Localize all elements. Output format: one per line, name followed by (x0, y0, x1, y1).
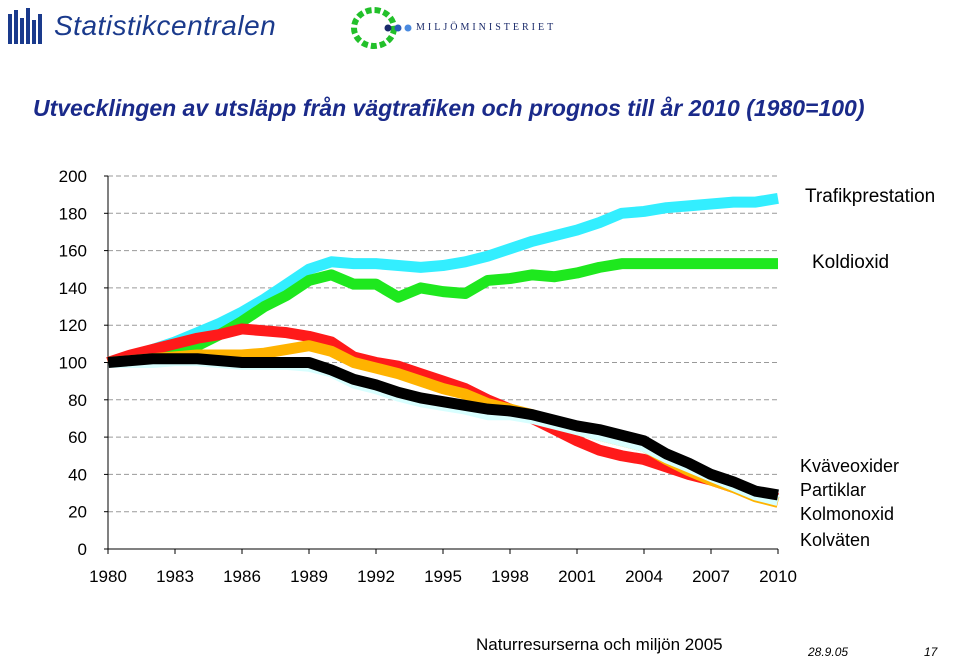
y-tick-label-120: 120 (59, 316, 87, 335)
series-line-kolvaten (107, 353, 779, 501)
x-tick-label-2001: 2001 (558, 567, 596, 586)
slide-date: 28.9.05 (808, 645, 849, 659)
x-tick-label-1989: 1989 (290, 567, 328, 586)
legend-label-koldioxid: Koldioxid (812, 252, 889, 273)
legend-label-kvaveoxider: Kväveoxider (800, 456, 899, 476)
y-tick-label-200: 200 (59, 167, 87, 186)
chart-title: Utvecklingen av utsläpp från vägtrafiken… (33, 95, 865, 121)
x-tick-label-1986: 1986 (223, 567, 261, 586)
legend-label-partiklar: Partiklar (800, 480, 866, 500)
page-number: 17 (924, 645, 938, 659)
y-tick-label-0: 0 (78, 540, 87, 559)
y-tick-label-80: 80 (68, 391, 87, 410)
miljoministeriet-logo: MILJÖMINISTERIET (350, 6, 570, 50)
legend-label-kolvaten: Kolväten (800, 530, 870, 550)
statistikcentralen-logo-icon (6, 8, 44, 46)
series-line-partiklar (107, 340, 780, 508)
series-line-koldioxid (107, 258, 778, 368)
x-tick-label-1992: 1992 (357, 567, 395, 586)
x-tick-label-1980: 1980 (89, 567, 127, 586)
y-tick-label-160: 160 (59, 242, 87, 261)
series-line-trafikprestation (106, 192, 779, 368)
x-tick-label-1998: 1998 (491, 567, 529, 586)
legend-label-kolmonoxid: Kolmonoxid (800, 504, 894, 524)
x-tick-label-2010: 2010 (759, 567, 797, 586)
y-tick-label-40: 40 (68, 465, 87, 484)
x-tick-label-2007: 2007 (692, 567, 730, 586)
series-line-kvaveoxider (106, 323, 779, 505)
source-footer: Naturresurserna och miljön 2005 (476, 635, 723, 654)
x-tick-label-1983: 1983 (156, 567, 194, 586)
miljoministeriet-emblem-icon (351, 7, 412, 49)
statistikcentralen-name: Statistikcentralen (54, 10, 277, 41)
x-tick-label-1995: 1995 (424, 567, 462, 586)
y-tick-label-60: 60 (68, 428, 87, 447)
y-tick-label-180: 180 (59, 204, 87, 223)
x-tick-label-2004: 2004 (625, 567, 663, 586)
y-tick-label-140: 140 (59, 279, 87, 298)
legend-label-trafikprestation: Trafikprestation (805, 186, 935, 207)
y-tick-label-20: 20 (68, 503, 87, 522)
y-tick-label-100: 100 (59, 354, 87, 373)
miljoministeriet-name: MILJÖMINISTERIET (416, 22, 557, 33)
statistikcentralen-logo: Statistikcentralen (4, 6, 276, 50)
